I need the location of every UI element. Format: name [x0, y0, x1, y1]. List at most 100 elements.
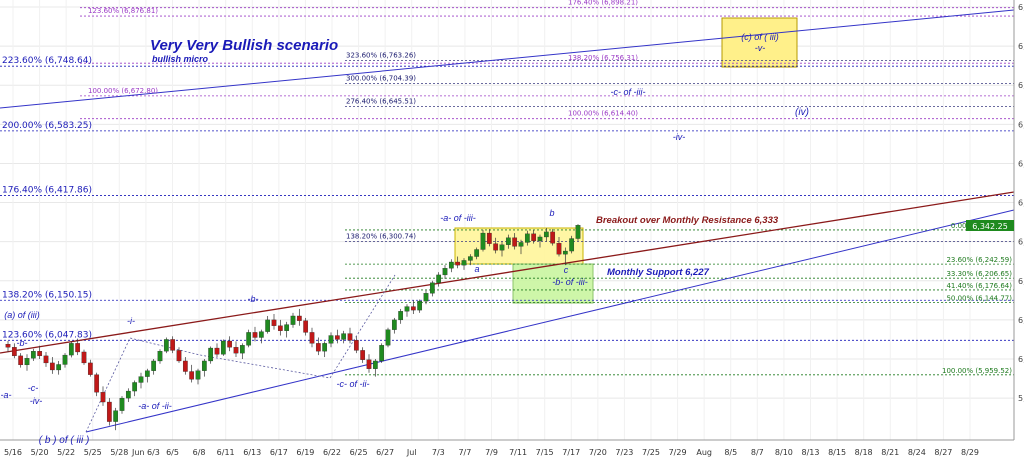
- x-tick-label: 8/10: [775, 448, 793, 457]
- upper-channel-line: [0, 9, 1015, 109]
- candle-body: [537, 236, 543, 242]
- candle-body: [227, 340, 233, 348]
- candle-body: [366, 359, 372, 369]
- fib-label-green: 23.60% (6,242.59): [946, 256, 1012, 264]
- fib-label-purple: 176.40% (6,898.21): [568, 0, 638, 7]
- wave-label: -b- of -iii-: [552, 277, 588, 287]
- fib-label-left: 223.60% (6,748.64): [2, 56, 92, 66]
- candle-body: [18, 355, 24, 366]
- candle-body: [220, 340, 226, 355]
- wave-label: -i-: [127, 316, 135, 326]
- candle-body: [550, 231, 556, 244]
- y-tick-label: 6,700.00: [1018, 81, 1024, 90]
- y-tick-label: 6,300.00: [1018, 238, 1024, 247]
- fib-label-purple: 100.00% (6,672.80): [88, 87, 158, 95]
- x-tick-label: Jul: [406, 448, 417, 457]
- candle-body: [182, 360, 188, 372]
- candle-body: [24, 358, 30, 366]
- candle-body: [277, 325, 283, 331]
- resistance-trendline: [0, 191, 1015, 354]
- x-tick-label: 7/3: [432, 448, 445, 457]
- x-tick-label: Aug: [696, 448, 712, 457]
- x-tick-label: 5/22: [57, 448, 75, 457]
- y-tick-label: 5,900.00: [1018, 394, 1024, 403]
- candle-body: [151, 360, 157, 371]
- x-tick-label: 8/18: [855, 448, 873, 457]
- fib-label-green: 100.00% (5,959.52): [942, 367, 1012, 375]
- candle-body: [94, 374, 100, 393]
- candle-body: [11, 347, 17, 357]
- price-tag: 6,342.25: [966, 220, 1014, 231]
- candle-body: [372, 360, 378, 369]
- x-tick-label: 8/13: [802, 448, 820, 457]
- x-tick-label: 7/20: [589, 448, 607, 457]
- candle-body: [322, 343, 328, 352]
- wave-label: (a) of (iii): [4, 310, 40, 320]
- x-tick-label: 8/21: [881, 448, 899, 457]
- candle-body: [56, 364, 62, 371]
- y-tick-label: 6,100.00: [1018, 316, 1024, 325]
- candle-body: [43, 355, 49, 364]
- fib-labels: 223.60% (6,748.64) 200.00% (6,583.25) 176.…: [2, 0, 1012, 375]
- candle-body: [119, 397, 125, 411]
- x-tick-label: 7/23: [615, 448, 633, 457]
- candle-body: [62, 354, 68, 365]
- x-axis: 5/16 5/20 5/22 5/25 5/28 Jun 6/3 6/5 6/8 6/11 6/1…: [0, 439, 1014, 457]
- candle-body: [195, 370, 201, 380]
- fib-label-left: 200.00% (6,583.25): [2, 121, 92, 131]
- x-tick-label: 6/11: [217, 448, 235, 457]
- candle-body: [315, 343, 321, 352]
- candle-body: [265, 319, 271, 332]
- candle-body: [106, 401, 112, 422]
- candle-body: [442, 268, 448, 276]
- wave-label: ( b ) of ( iii ): [39, 435, 90, 446]
- candle-body: [328, 335, 334, 344]
- candle-body: [49, 362, 55, 371]
- x-tick-label: 7/17: [562, 448, 580, 457]
- wave-label: -iv-: [673, 132, 686, 142]
- candle-body: [556, 243, 562, 255]
- x-tick-label: 8/24: [908, 448, 926, 457]
- candle-body: [252, 332, 258, 338]
- candle-body: [518, 242, 524, 247]
- x-tick-label: 6/25: [350, 448, 368, 457]
- candle-body: [132, 382, 138, 392]
- candle-body: [398, 311, 404, 321]
- fib-label-mid: 323.60% (6,763.26): [346, 51, 416, 59]
- candle-body: [379, 345, 385, 362]
- x-tick-label: 7/7: [458, 448, 471, 457]
- candle-body: [486, 232, 492, 244]
- candle-body: [417, 300, 423, 311]
- candle-body: [404, 306, 410, 312]
- wave-label: -a- of -iii-: [440, 213, 476, 223]
- candle-body: [347, 333, 353, 341]
- candle-body: [448, 261, 454, 269]
- candle-body: [303, 320, 309, 333]
- candle-body: [410, 306, 416, 311]
- target-box: [721, 17, 798, 68]
- candle-body: [575, 225, 581, 239]
- wave-labels: (a) of (iii) -b- -c- -iv- -a- ( b ) of ( iii …: [1, 32, 809, 446]
- y-tick-label: 6,800.00: [1018, 42, 1024, 51]
- candle-body: [258, 331, 264, 338]
- candle-body: [189, 371, 195, 380]
- wave-label: b: [549, 208, 554, 218]
- x-tick-label: 6/22: [323, 448, 341, 457]
- candle-body: [309, 332, 315, 344]
- candle-body: [138, 376, 144, 383]
- fib-label-green: 33.30% (6,206.65): [946, 270, 1012, 278]
- candle-body: [493, 243, 499, 251]
- x-tick-label: 7/11: [509, 448, 527, 457]
- x-tick-label: 6/13: [243, 448, 261, 457]
- wave-label: -c-: [28, 383, 39, 393]
- x-tick-label: 5/16: [4, 448, 22, 457]
- candle-body: [455, 261, 461, 266]
- lower-channel-line: [85, 209, 1015, 433]
- y-tick-label: 6,200.00: [1018, 277, 1024, 286]
- candle-body: [562, 250, 568, 255]
- x-tick-label: 8/7: [751, 448, 764, 457]
- x-tick-label: 5/28: [110, 448, 128, 457]
- y-tick-label: 6,900.00: [1018, 3, 1024, 12]
- wave-label: -b-: [17, 338, 28, 348]
- fib-label-purple: 100.00% (6,614.40): [568, 110, 638, 118]
